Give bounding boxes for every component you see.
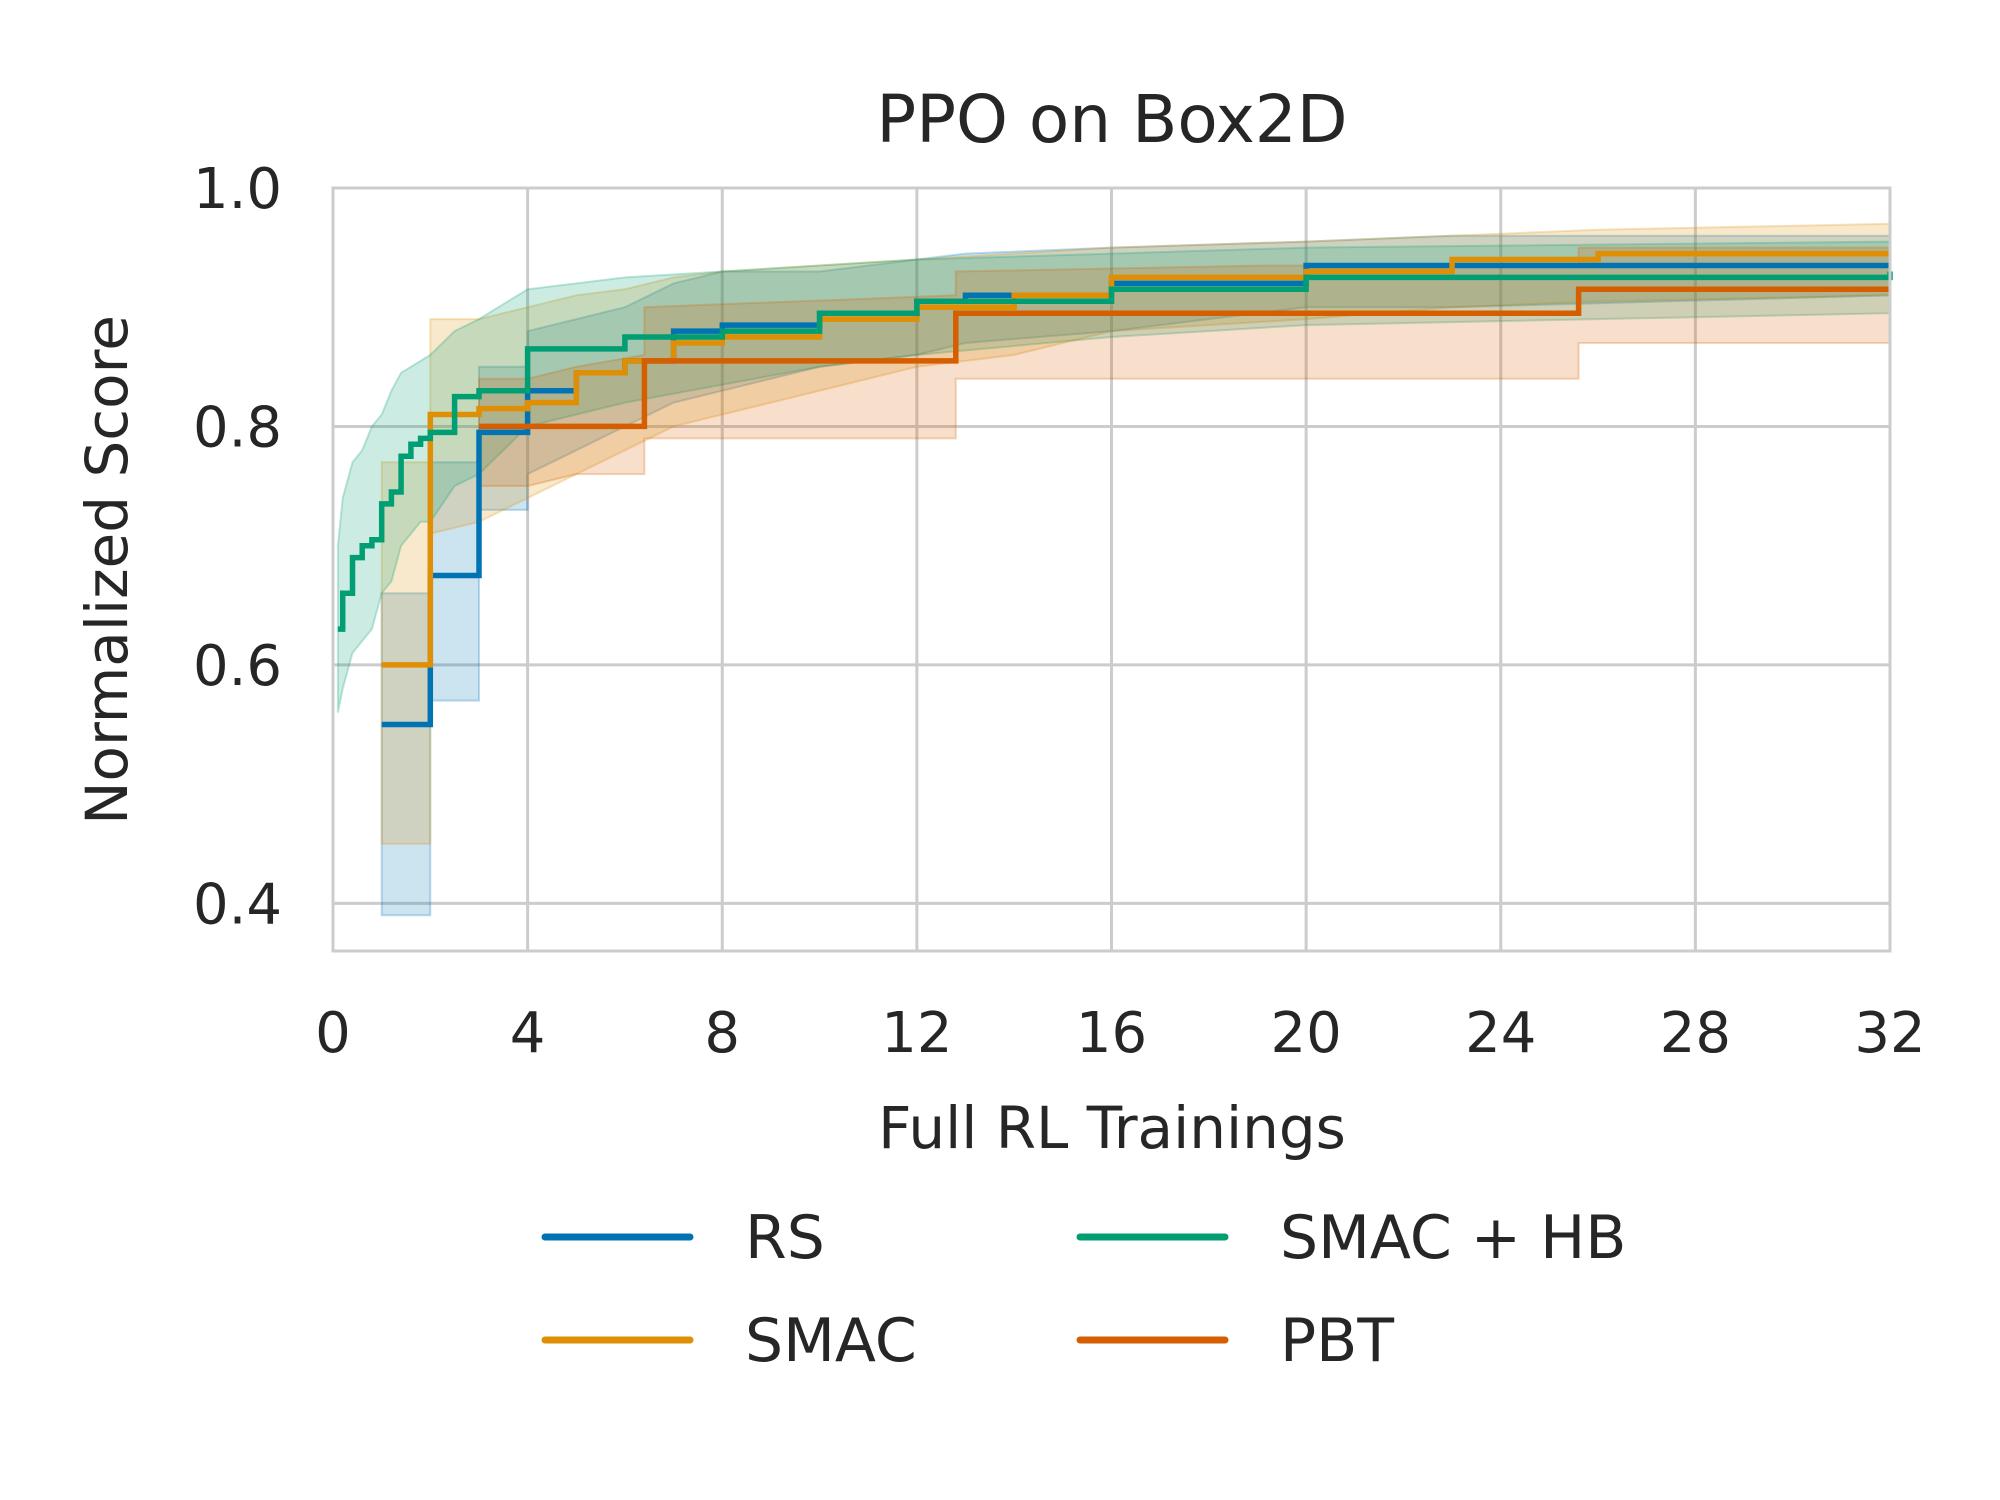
legend-label-smac-hb: SMAC + HB <box>1280 1203 1626 1273</box>
x-tick-label: 24 <box>1465 1001 1536 1066</box>
x-tick-label: 0 <box>315 1001 351 1066</box>
chart-title: PPO on Box2D <box>876 81 1347 158</box>
pbt-line <box>479 286 1890 430</box>
x-axis-label: Full RL Trainings <box>878 1094 1346 1162</box>
legend-label-pbt: PBT <box>1280 1306 1394 1376</box>
y-tick-label: 0.4 <box>193 872 282 937</box>
y-axis-label: Normalized Score <box>73 315 141 825</box>
smac-hb-line <box>337 271 1893 632</box>
x-tick-label: 4 <box>510 1001 546 1066</box>
y-tick-label: 0.8 <box>193 395 282 460</box>
x-tick-label: 12 <box>881 1001 952 1066</box>
plot-frame <box>331 186 1892 953</box>
x-tick-label: 32 <box>1854 1001 1925 1066</box>
x-tick-label: 28 <box>1660 1001 1731 1066</box>
y-tick-label: 0.6 <box>193 634 282 699</box>
legend-label-rs: RS <box>745 1203 825 1273</box>
x-tick-label: 20 <box>1270 1001 1341 1066</box>
series-lines <box>337 250 1893 728</box>
x-tick-label: 16 <box>1076 1001 1147 1066</box>
y-axis-ticks: 0.4 0.6 0.8 1.0 <box>193 157 282 937</box>
smac-line <box>381 250 1890 668</box>
legend-label-smac: SMAC <box>745 1306 917 1376</box>
x-tick-label: 8 <box>704 1001 740 1066</box>
legend: RS SMAC SMAC + HB PBT <box>541 1203 1626 1376</box>
x-axis-ticks: 0 4 8 12 16 20 24 28 32 <box>315 1001 1925 1066</box>
y-tick-label: 1.0 <box>193 157 282 222</box>
